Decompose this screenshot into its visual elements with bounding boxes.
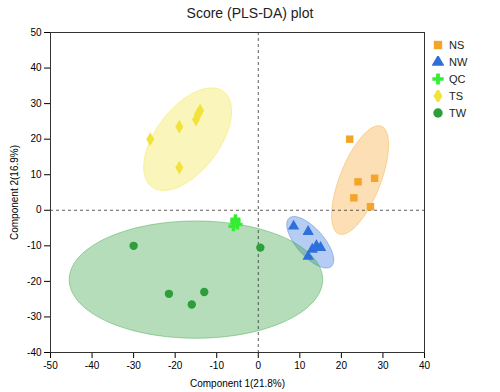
svg-text:-40: -40: [27, 347, 42, 358]
svg-text:30: 30: [377, 360, 389, 371]
html-text:TW: TW: [449, 106, 467, 119]
svg-text:50: 50: [30, 27, 42, 38]
svg-text:-50: -50: [43, 360, 58, 371]
svg-text:-20: -20: [27, 276, 42, 287]
html-text:TS: TS: [449, 89, 464, 102]
svg-text:10: 10: [294, 360, 306, 371]
svg-text:Component 2(16.9%): Component 2(16.9%): [9, 145, 20, 240]
svg-text:-10: -10: [27, 240, 42, 251]
html-text:NS: NS: [449, 38, 465, 51]
svg-text:0: 0: [36, 204, 42, 215]
svg-text:-30: -30: [126, 360, 141, 371]
svg-text:-10: -10: [209, 360, 224, 371]
svg-text:-30: -30: [27, 311, 42, 322]
html-text:QC: QC: [449, 72, 466, 85]
html-text:NW: NW: [449, 55, 468, 68]
svg-text:0: 0: [255, 360, 261, 371]
svg-text:40: 40: [30, 62, 42, 73]
svg-text:20: 20: [336, 360, 348, 371]
svg-text:-40: -40: [85, 360, 100, 371]
svg-text:20: 20: [30, 133, 42, 144]
svg-text:10: 10: [30, 169, 42, 180]
svg-text:Component 1(21.8%): Component 1(21.8%): [190, 378, 285, 389]
html-text:Score (PLS-DA) plot: Score (PLS-DA) plot: [186, 5, 314, 21]
svg-text:40: 40: [419, 360, 431, 371]
svg-text:-20: -20: [168, 360, 183, 371]
svg-text:30: 30: [30, 98, 42, 109]
